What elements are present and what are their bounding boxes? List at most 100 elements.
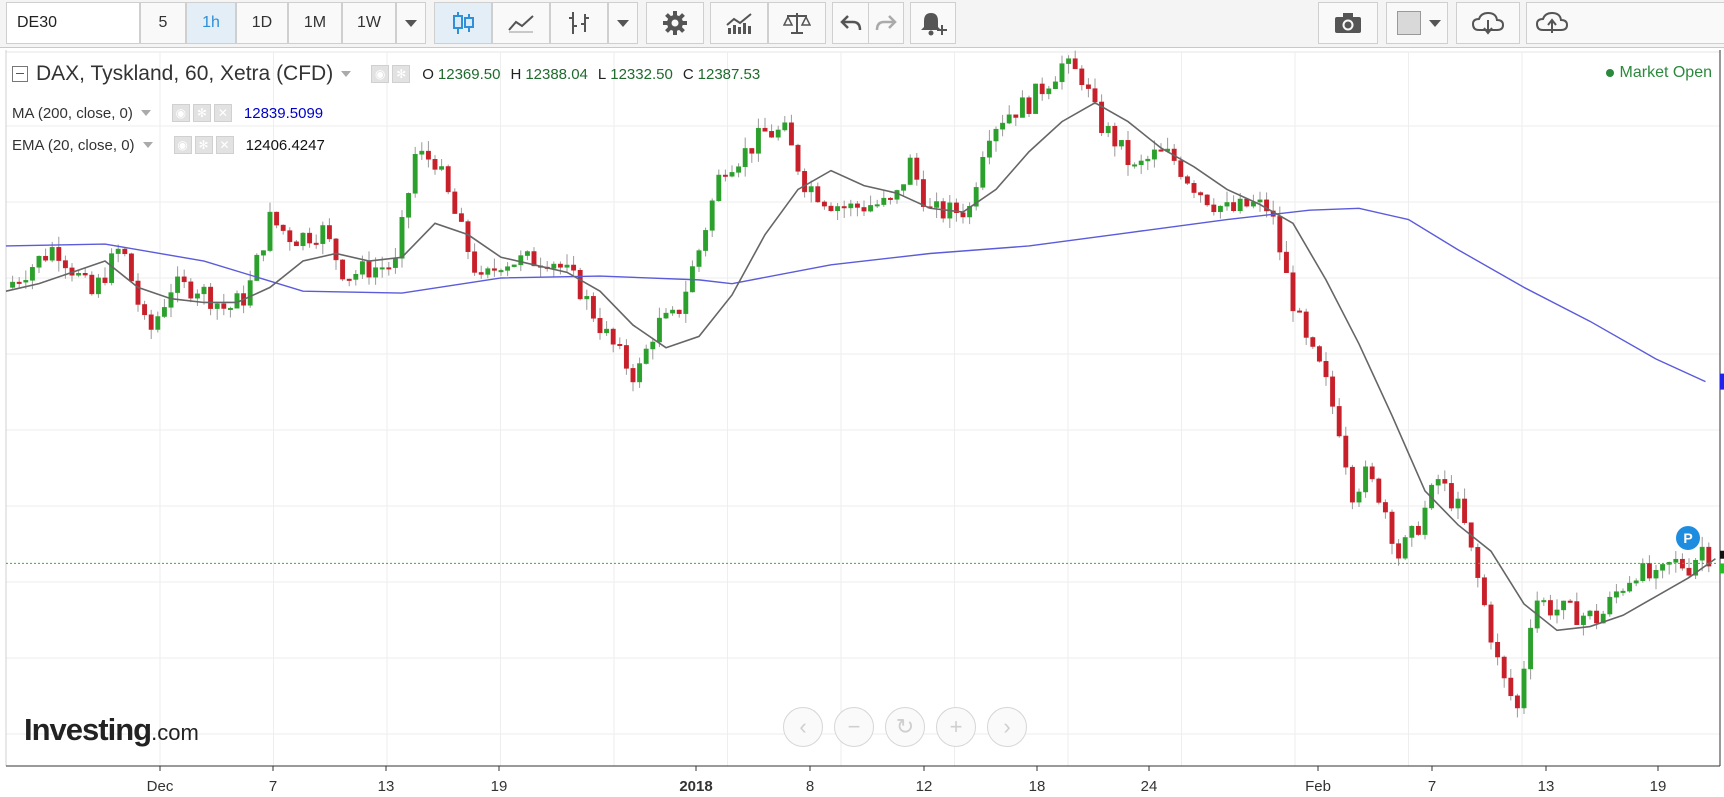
- candle-body: [1000, 122, 1006, 130]
- scroll-right-button[interactable]: ›: [987, 707, 1027, 747]
- candle-body: [1132, 164, 1138, 167]
- refresh-icon: ↻: [895, 714, 915, 739]
- x-tick-label: 2018: [679, 778, 712, 795]
- candle-body: [1039, 83, 1045, 95]
- candle-body: [1699, 546, 1705, 561]
- add-alert-button[interactable]: [910, 2, 956, 44]
- line-style-button[interactable]: [492, 2, 550, 44]
- chevron-down-icon: [617, 19, 629, 27]
- reset-chart-button[interactable]: ↻: [885, 707, 925, 747]
- interval-5-button[interactable]: 5: [140, 2, 186, 44]
- chart-toolbar: DE30 5 1h 1D 1M 1W: [0, 0, 1724, 48]
- candle-body: [346, 278, 352, 281]
- candle-body: [868, 205, 874, 212]
- chevron-down-icon: [1429, 19, 1441, 27]
- candle-body: [1396, 543, 1402, 559]
- x-axis: Dec 7 13 19 2018 8 12 18 24 Feb 7 13 19: [6, 765, 1720, 795]
- candle-body: [313, 242, 319, 245]
- interval-1w-button[interactable]: 1W: [342, 2, 396, 44]
- candle-body: [1660, 564, 1666, 571]
- candle-body: [1085, 84, 1091, 89]
- scroll-left-button[interactable]: ‹: [783, 707, 823, 747]
- candle-body: [1514, 695, 1520, 709]
- candle-body: [1079, 68, 1085, 85]
- interval-dropdown-button[interactable]: [396, 2, 426, 44]
- eye-icon[interactable]: ◉: [371, 65, 390, 83]
- chevron-down-icon[interactable]: [142, 142, 153, 148]
- chevron-down-icon[interactable]: [341, 71, 352, 77]
- candle-body: [802, 171, 808, 193]
- candle-body: [986, 140, 992, 158]
- candle-body: [901, 184, 907, 191]
- gear-icon[interactable]: ✻: [192, 104, 211, 122]
- close-icon[interactable]: ✕: [215, 136, 234, 154]
- undo-button[interactable]: [832, 2, 868, 44]
- candle-body: [29, 267, 35, 281]
- interval-1m-button[interactable]: 1M: [288, 2, 342, 44]
- eye-icon[interactable]: ◉: [171, 104, 190, 122]
- zoom-in-button[interactable]: +: [936, 707, 976, 747]
- candle-body: [478, 272, 484, 275]
- chart-style-dropdown-button[interactable]: [608, 2, 638, 44]
- candle-body: [36, 255, 42, 268]
- candle-body: [1415, 525, 1421, 535]
- gear-icon[interactable]: ✻: [392, 65, 411, 83]
- x-tick-label: 7: [1428, 778, 1436, 795]
- candle-body: [722, 174, 728, 177]
- cloud-load-button[interactable]: [1526, 2, 1724, 44]
- candle-body: [1574, 601, 1580, 625]
- candle-body: [122, 248, 128, 255]
- interval-1h-button[interactable]: 1h: [186, 2, 236, 44]
- candle-body: [881, 197, 887, 205]
- redo-button[interactable]: [868, 2, 904, 44]
- plus-icon: +: [949, 714, 963, 739]
- candle-body: [1105, 125, 1111, 133]
- chevron-down-icon[interactable]: [140, 110, 151, 116]
- candle-body: [1026, 97, 1032, 114]
- low-value: 12332.50: [610, 65, 673, 83]
- candle-body: [1224, 202, 1230, 207]
- candle-body: [1376, 478, 1382, 503]
- candle-body: [1310, 337, 1316, 347]
- symbol-input[interactable]: DE30: [6, 2, 140, 44]
- candle-body: [399, 217, 405, 259]
- candle-body: [1231, 202, 1237, 212]
- candlestick-style-button[interactable]: [434, 2, 492, 44]
- candle-body: [353, 273, 359, 280]
- candle-body: [1118, 140, 1124, 147]
- candle-body: [861, 207, 867, 212]
- candle-body: [247, 280, 253, 306]
- candle-body: [201, 286, 207, 295]
- compare-button[interactable]: [768, 2, 826, 44]
- candle-body: [392, 258, 398, 268]
- candle-body: [1620, 590, 1626, 593]
- collapse-legend-icon[interactable]: [12, 66, 28, 82]
- candlestick-chart-icon: [453, 12, 474, 34]
- last-price-marker: [1720, 563, 1724, 574]
- candle-body: [1600, 613, 1606, 624]
- settings-button[interactable]: [646, 2, 704, 44]
- zoom-out-button[interactable]: −: [834, 707, 874, 747]
- interval-1d-button[interactable]: 1D: [236, 2, 288, 44]
- candle-body: [590, 296, 596, 319]
- cloud-save-button[interactable]: [1456, 2, 1520, 44]
- candle-body: [703, 230, 709, 251]
- open-value: 12369.50: [437, 65, 501, 83]
- candle-body: [188, 281, 194, 299]
- close-icon[interactable]: ✕: [213, 104, 232, 122]
- candle-body: [854, 203, 860, 208]
- candle-body: [1587, 610, 1593, 617]
- gear-icon[interactable]: ✻: [194, 136, 213, 154]
- candle-body: [1462, 498, 1468, 523]
- snapshot-button[interactable]: [1318, 2, 1378, 44]
- candle-body: [1442, 479, 1448, 484]
- color-picker-button[interactable]: [1386, 2, 1448, 44]
- candle-body: [194, 293, 200, 299]
- indicators-button[interactable]: [710, 2, 768, 44]
- ema-price-marker: [1720, 550, 1724, 559]
- bar-style-button[interactable]: [550, 2, 608, 44]
- eye-icon[interactable]: ◉: [173, 136, 192, 154]
- candle-body: [260, 250, 266, 256]
- position-badge[interactable]: P: [1676, 526, 1700, 550]
